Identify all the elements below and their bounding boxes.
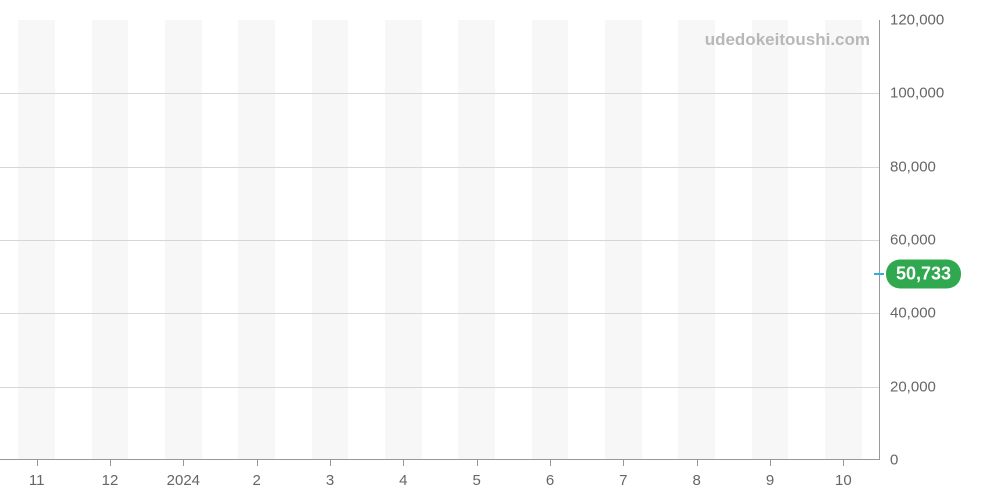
- x-tick-mark: [477, 460, 478, 466]
- x-tick-label: 10: [835, 472, 852, 489]
- y-tick-label: 80,000: [890, 158, 990, 175]
- x-tick-mark: [257, 460, 258, 466]
- y-tick-label: 20,000: [890, 378, 990, 395]
- gridline-horizontal: [0, 387, 879, 388]
- plot-area: [0, 20, 880, 460]
- x-tick-label: 2: [252, 472, 260, 489]
- x-tick-label: 2024: [167, 472, 200, 489]
- y-tick-label: 100,000: [890, 85, 990, 102]
- x-tick-label: 11: [29, 472, 45, 489]
- x-tick-mark: [110, 460, 111, 466]
- x-tick-label: 7: [619, 472, 627, 489]
- x-tick-mark: [623, 460, 624, 466]
- x-tick-label: 5: [472, 472, 480, 489]
- x-tick-mark: [550, 460, 551, 466]
- gridline-horizontal: [0, 313, 879, 314]
- current-value-tick: [874, 273, 884, 275]
- gridline-horizontal: [0, 240, 879, 241]
- gridline-horizontal: [0, 167, 879, 168]
- current-value-badge: 50,733: [886, 259, 961, 288]
- x-tick-mark: [697, 460, 698, 466]
- chart-container: [0, 20, 880, 460]
- x-tick-mark: [330, 460, 331, 466]
- watermark: udedokeitoushi.com: [705, 30, 870, 50]
- y-tick-label: 120,000: [890, 12, 990, 29]
- x-tick-label: 3: [326, 472, 334, 489]
- x-tick-label: 6: [546, 472, 554, 489]
- x-tick-label: 8: [692, 472, 700, 489]
- x-tick-label: 4: [399, 472, 407, 489]
- y-tick-label: 60,000: [890, 232, 990, 249]
- x-tick-label: 12: [102, 472, 119, 489]
- x-tick-mark: [403, 460, 404, 466]
- x-tick-mark: [843, 460, 844, 466]
- y-tick-label: 0: [890, 452, 990, 469]
- gridline-horizontal: [0, 93, 879, 94]
- x-tick-mark: [770, 460, 771, 466]
- x-tick-mark: [183, 460, 184, 466]
- y-tick-label: 40,000: [890, 305, 990, 322]
- x-tick-label: 9: [766, 472, 774, 489]
- x-tick-mark: [37, 460, 38, 466]
